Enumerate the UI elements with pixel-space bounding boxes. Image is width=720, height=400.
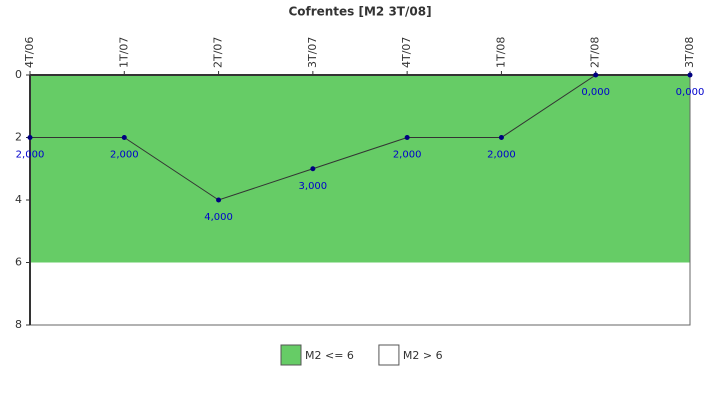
y-tick-label: 6 (15, 256, 22, 269)
legend-label: M2 > 6 (403, 349, 443, 362)
line (30, 74, 690, 201)
x-tick-label: 2T/08 (589, 37, 602, 68)
point (216, 197, 222, 203)
band (30, 75, 690, 263)
value-label: 2,000 (16, 150, 45, 161)
band (30, 262, 690, 325)
point (310, 166, 316, 172)
x-tick-label: 2T/07 (212, 37, 225, 68)
point (498, 135, 504, 140)
y-tick-label: 8 (15, 318, 22, 331)
legend-swatch (280, 344, 302, 366)
point (593, 72, 599, 78)
value-label: 0,000 (676, 87, 705, 98)
x-tick-label: 4T/06 (23, 37, 36, 68)
chart-title: Cofrentes [M2 3T/08] (288, 5, 431, 19)
value-label: 3,000 (299, 181, 328, 192)
x-tick-label: 1T/07 (117, 37, 130, 68)
legend-label: M2 <= 6 (305, 349, 354, 362)
y-tick-label: 2 (15, 131, 22, 144)
value-label: 2,000 (487, 150, 516, 161)
point (687, 72, 693, 78)
value-label: 4,000 (204, 212, 233, 223)
x-tick-label: 3T/08 (683, 37, 696, 68)
value-label: 0,000 (581, 87, 610, 98)
y-tick-label: 4 (15, 193, 22, 206)
point (27, 135, 33, 140)
x-tick-label: 1T/08 (494, 37, 507, 68)
x-tick-label: 3T/07 (306, 37, 319, 68)
value-label: 2,000 (393, 150, 422, 161)
point (404, 135, 410, 140)
y-tick-label: 0 (15, 68, 22, 81)
x-tick-label: 4T/07 (400, 37, 413, 68)
value-label: 2,000 (110, 150, 139, 161)
legend-swatch (378, 344, 400, 366)
point (121, 135, 127, 140)
